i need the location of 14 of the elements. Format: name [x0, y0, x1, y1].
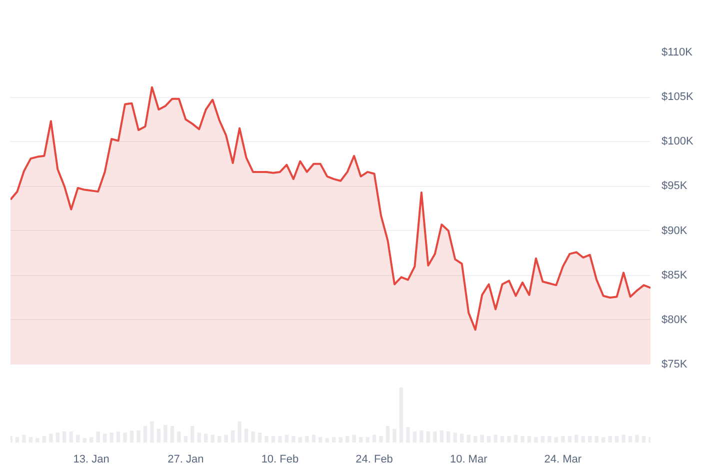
y-tick-label: $95K [662, 180, 688, 192]
y-tick-label: $100K [662, 136, 694, 148]
y-tick-label: $85K [662, 269, 688, 282]
x-tick-label: 13. Jan [73, 454, 110, 466]
y-tick-label: $110K [662, 46, 694, 58]
y-tick-label: $90K [662, 224, 688, 237]
x-tick-label: 27. Jan [168, 454, 204, 466]
y-tick-label: $80K [662, 314, 688, 326]
x-tick-label: 24. Mar [544, 454, 582, 466]
x-tick-label: 10. Mar [450, 454, 488, 466]
x-tick-label: 24. Feb [356, 454, 393, 466]
y-tick-label: $105K [662, 91, 694, 104]
y-tick-label: $75K [662, 358, 688, 370]
x-tick-label: 10. Feb [261, 454, 299, 466]
